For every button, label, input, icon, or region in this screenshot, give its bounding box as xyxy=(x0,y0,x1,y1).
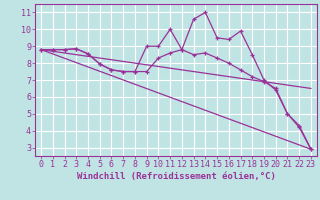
X-axis label: Windchill (Refroidissement éolien,°C): Windchill (Refroidissement éolien,°C) xyxy=(76,172,276,181)
